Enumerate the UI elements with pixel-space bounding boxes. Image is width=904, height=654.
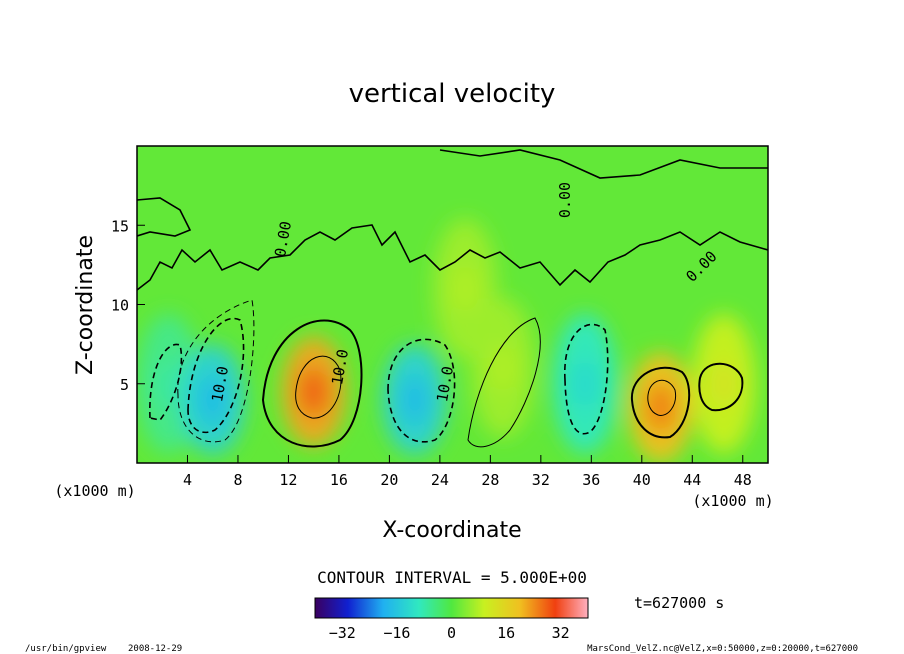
field-core-4 — [488, 343, 517, 392]
x-tick-label-12: 12 — [279, 471, 297, 489]
field-core-5 — [571, 359, 600, 408]
footer-date: 2008-12-29 — [128, 644, 182, 654]
colorbar-tick--32: −32 — [329, 624, 356, 642]
colorbar-tick-0: 0 — [447, 624, 456, 642]
negative-contours — [149, 299, 609, 443]
x-tick-label-8: 8 — [233, 471, 242, 489]
time-label: t=627000 s — [634, 594, 724, 612]
field-core-8 — [451, 264, 480, 313]
field-core-0 — [154, 359, 183, 408]
velocity-field — [137, 218, 756, 463]
x-tick-label-44: 44 — [683, 471, 701, 489]
contour-lines — [137, 149, 768, 448]
x-tick-label-48: 48 — [734, 471, 752, 489]
contour-interval: CONTOUR INTERVAL = 5.000E+00 — [317, 568, 587, 587]
field-core-1 — [198, 375, 227, 424]
contour-label-1: 10.0 — [328, 348, 352, 387]
colorbar: −32 −16 0 16 32 — [314, 597, 589, 642]
x-tick-label-36: 36 — [582, 471, 600, 489]
x-unit-right: (x1000 m) — [692, 492, 773, 510]
field-core-3 — [400, 375, 429, 424]
footer-program: /usr/bin/gpview — [25, 644, 107, 654]
x-tick-label-28: 28 — [481, 471, 499, 489]
x-tick-label-4: 4 — [183, 471, 192, 489]
y-axis-label: Z-coordinate — [73, 235, 98, 375]
field-core-7 — [709, 359, 738, 408]
x-axis-label: X-coordinate — [382, 518, 521, 543]
y-axis: 5 10 15 — [111, 217, 145, 394]
y-tick-label-5: 5 — [120, 376, 129, 394]
x-unit-left: (x1000 m) — [54, 482, 135, 500]
colorbar-ticks: −32 −16 0 16 32 — [329, 624, 570, 642]
field-core-6 — [646, 383, 675, 432]
contour-label-4: 0.00 — [271, 220, 295, 259]
x-tick-label-32: 32 — [532, 471, 550, 489]
x-axis: 4 8 12 16 20 24 28 32 36 40 44 48 — [183, 455, 752, 489]
y-tick-label-15: 15 — [111, 217, 129, 235]
plot-area: 10.0 10.0 10.00.000.000.00 — [137, 146, 768, 463]
x-tick-label-40: 40 — [633, 471, 651, 489]
colorbar-tick-16: 16 — [497, 624, 515, 642]
x-tick-label-16: 16 — [330, 471, 348, 489]
x-tick-label-20: 20 — [380, 471, 398, 489]
footer-source: MarsCond_VelZ.nc@VelZ,x=0:50000,z=0:2000… — [587, 644, 858, 654]
contour-label-2: 10.0 — [433, 365, 457, 404]
contour-label-5: 0.00 — [556, 182, 574, 218]
colorbar-tick-32: 32 — [552, 624, 570, 642]
colorbar-tick--16: −16 — [383, 624, 410, 642]
chart-title: vertical velocity — [349, 79, 556, 109]
field-core-2 — [299, 367, 328, 416]
y-tick-label-10: 10 — [111, 297, 129, 315]
x-tick-label-24: 24 — [431, 471, 449, 489]
contour-label-0: 10.0 — [208, 365, 232, 404]
